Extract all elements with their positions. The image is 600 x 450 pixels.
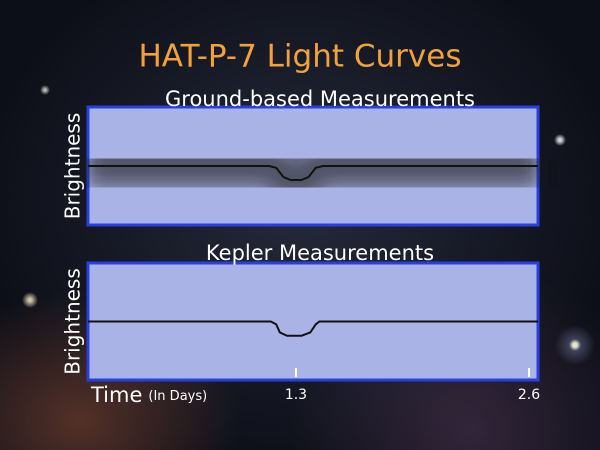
x-axis-label: Time (In Days) [90, 383, 207, 407]
x-axis-label-main: Time [90, 383, 142, 407]
x-tick-label: 2.6 [518, 387, 540, 403]
chart-title: HAT-P-7 Light Curves [139, 39, 462, 75]
panel-title: Kepler Measurements [206, 241, 434, 265]
panel-title: Ground-based Measurements [165, 87, 475, 111]
light-curve [88, 320, 538, 337]
x-axis-label-unit: (In Days) [148, 389, 207, 404]
light-curve [88, 165, 538, 182]
y-axis-label: Brightness [61, 113, 85, 220]
x-tick-label: 1.3 [285, 387, 307, 403]
y-axis-label: Brightness [61, 268, 85, 375]
